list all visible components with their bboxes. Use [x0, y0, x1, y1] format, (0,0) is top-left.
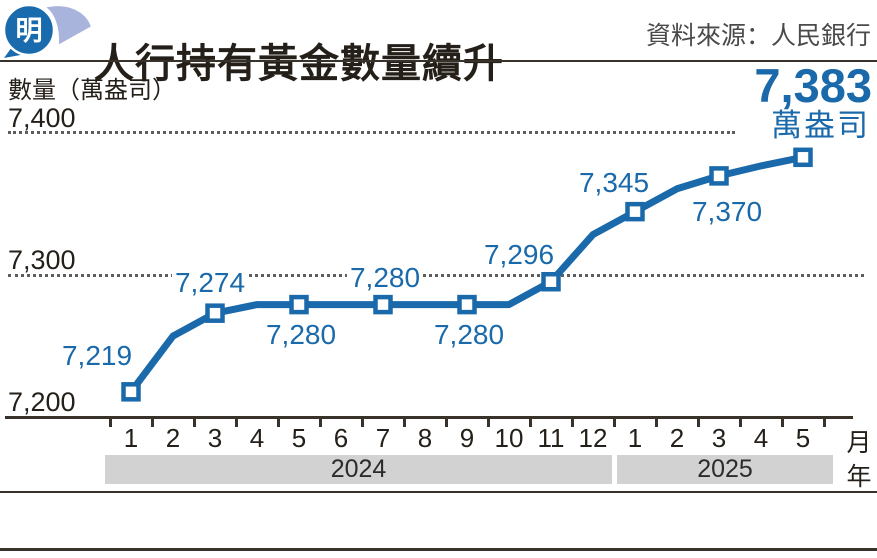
data-point-label: 7,345 [575, 168, 653, 198]
x-axis-tick [823, 419, 826, 427]
x-axis-tick [613, 419, 616, 427]
y-tick-7300: 7,300 [8, 245, 76, 275]
year-band-2024: 2024 [105, 455, 612, 484]
mingpao-logo-graphic: 明 [2, 3, 94, 58]
x-axis-tick [403, 419, 406, 427]
header-divider [0, 60, 877, 62]
data-point-label: 7,219 [58, 341, 136, 371]
y-tick-7400: 7,400 [8, 103, 76, 133]
month-label: 8 [417, 423, 433, 453]
gridline-7400 [8, 131, 735, 134]
month-label: 10 [494, 423, 524, 453]
year-axis-unit-label: 年 [846, 463, 872, 491]
data-point-marker [793, 147, 813, 168]
month-label: 9 [459, 423, 475, 453]
data-point-marker [709, 166, 729, 186]
x-axis-tick [487, 419, 490, 427]
month-label: 12 [578, 423, 608, 453]
x-axis-tick [697, 419, 700, 427]
logo-bubble-circle [2, 3, 56, 57]
data-point-marker [205, 303, 225, 323]
year-band-2025: 2025 [617, 455, 833, 484]
data-point-label: 7,280 [430, 320, 508, 350]
x-axis-tick [361, 419, 364, 427]
logo-swoosh-shape [41, 4, 94, 48]
month-label: 4 [753, 423, 769, 453]
x-axis-tick [739, 419, 742, 427]
x-axis-tick [151, 419, 154, 427]
month-label: 2 [669, 423, 685, 453]
month-label: 1 [627, 423, 643, 453]
data-point-marker [121, 382, 141, 402]
month-label: 5 [291, 423, 307, 453]
x-axis-tick [109, 419, 112, 427]
month-label: 5 [795, 423, 811, 453]
x-axis-tick [445, 419, 448, 427]
y-tick-7200: 7,200 [8, 387, 76, 417]
month-label: 4 [249, 423, 265, 453]
y-axis-unit-label: 數量（萬盎司） [8, 77, 176, 104]
x-axis-tick [571, 419, 574, 427]
month-axis-unit-label: 月 [846, 429, 872, 457]
source-label: 資料來源：人民銀行 [645, 22, 871, 50]
x-axis-line [5, 416, 853, 419]
x-axis-tick [655, 419, 658, 427]
month-label: 6 [333, 423, 349, 453]
x-axis-tick [193, 419, 196, 427]
data-point-label: 7,296 [480, 240, 558, 270]
month-label: 3 [207, 423, 223, 453]
data-point-marker [457, 294, 477, 315]
logo-char: 明 [16, 16, 43, 46]
month-label: 1 [123, 423, 139, 453]
x-axis-tick [319, 419, 322, 427]
month-label: 11 [537, 423, 565, 453]
data-point-label: 7,280 [346, 263, 424, 293]
data-point-label: 7,370 [688, 197, 766, 227]
data-point-label: 7,274 [171, 268, 249, 298]
footer-divider-top [0, 491, 877, 493]
latest-value: 7,383 [754, 59, 872, 112]
data-point-marker [625, 201, 645, 222]
footer-divider-bottom [0, 548, 877, 551]
page-title: 人行持有黃金數量續升 [94, 41, 504, 86]
month-label: 2 [165, 423, 181, 453]
x-axis-tick [235, 419, 238, 427]
mingpao-logo: 明 [2, 1, 94, 59]
month-label: 3 [711, 423, 727, 453]
gridline-7300 [8, 274, 864, 277]
data-point-marker [373, 294, 393, 315]
data-point-label: 7,280 [262, 320, 340, 350]
latest-value-unit: 萬盎司 [771, 108, 870, 143]
month-label: 7 [375, 423, 391, 453]
logo-bubble-tail [4, 47, 26, 58]
x-axis-tick [277, 419, 280, 427]
data-point-marker [289, 294, 309, 315]
x-axis-tick [781, 419, 784, 427]
x-axis-tick [529, 419, 532, 427]
